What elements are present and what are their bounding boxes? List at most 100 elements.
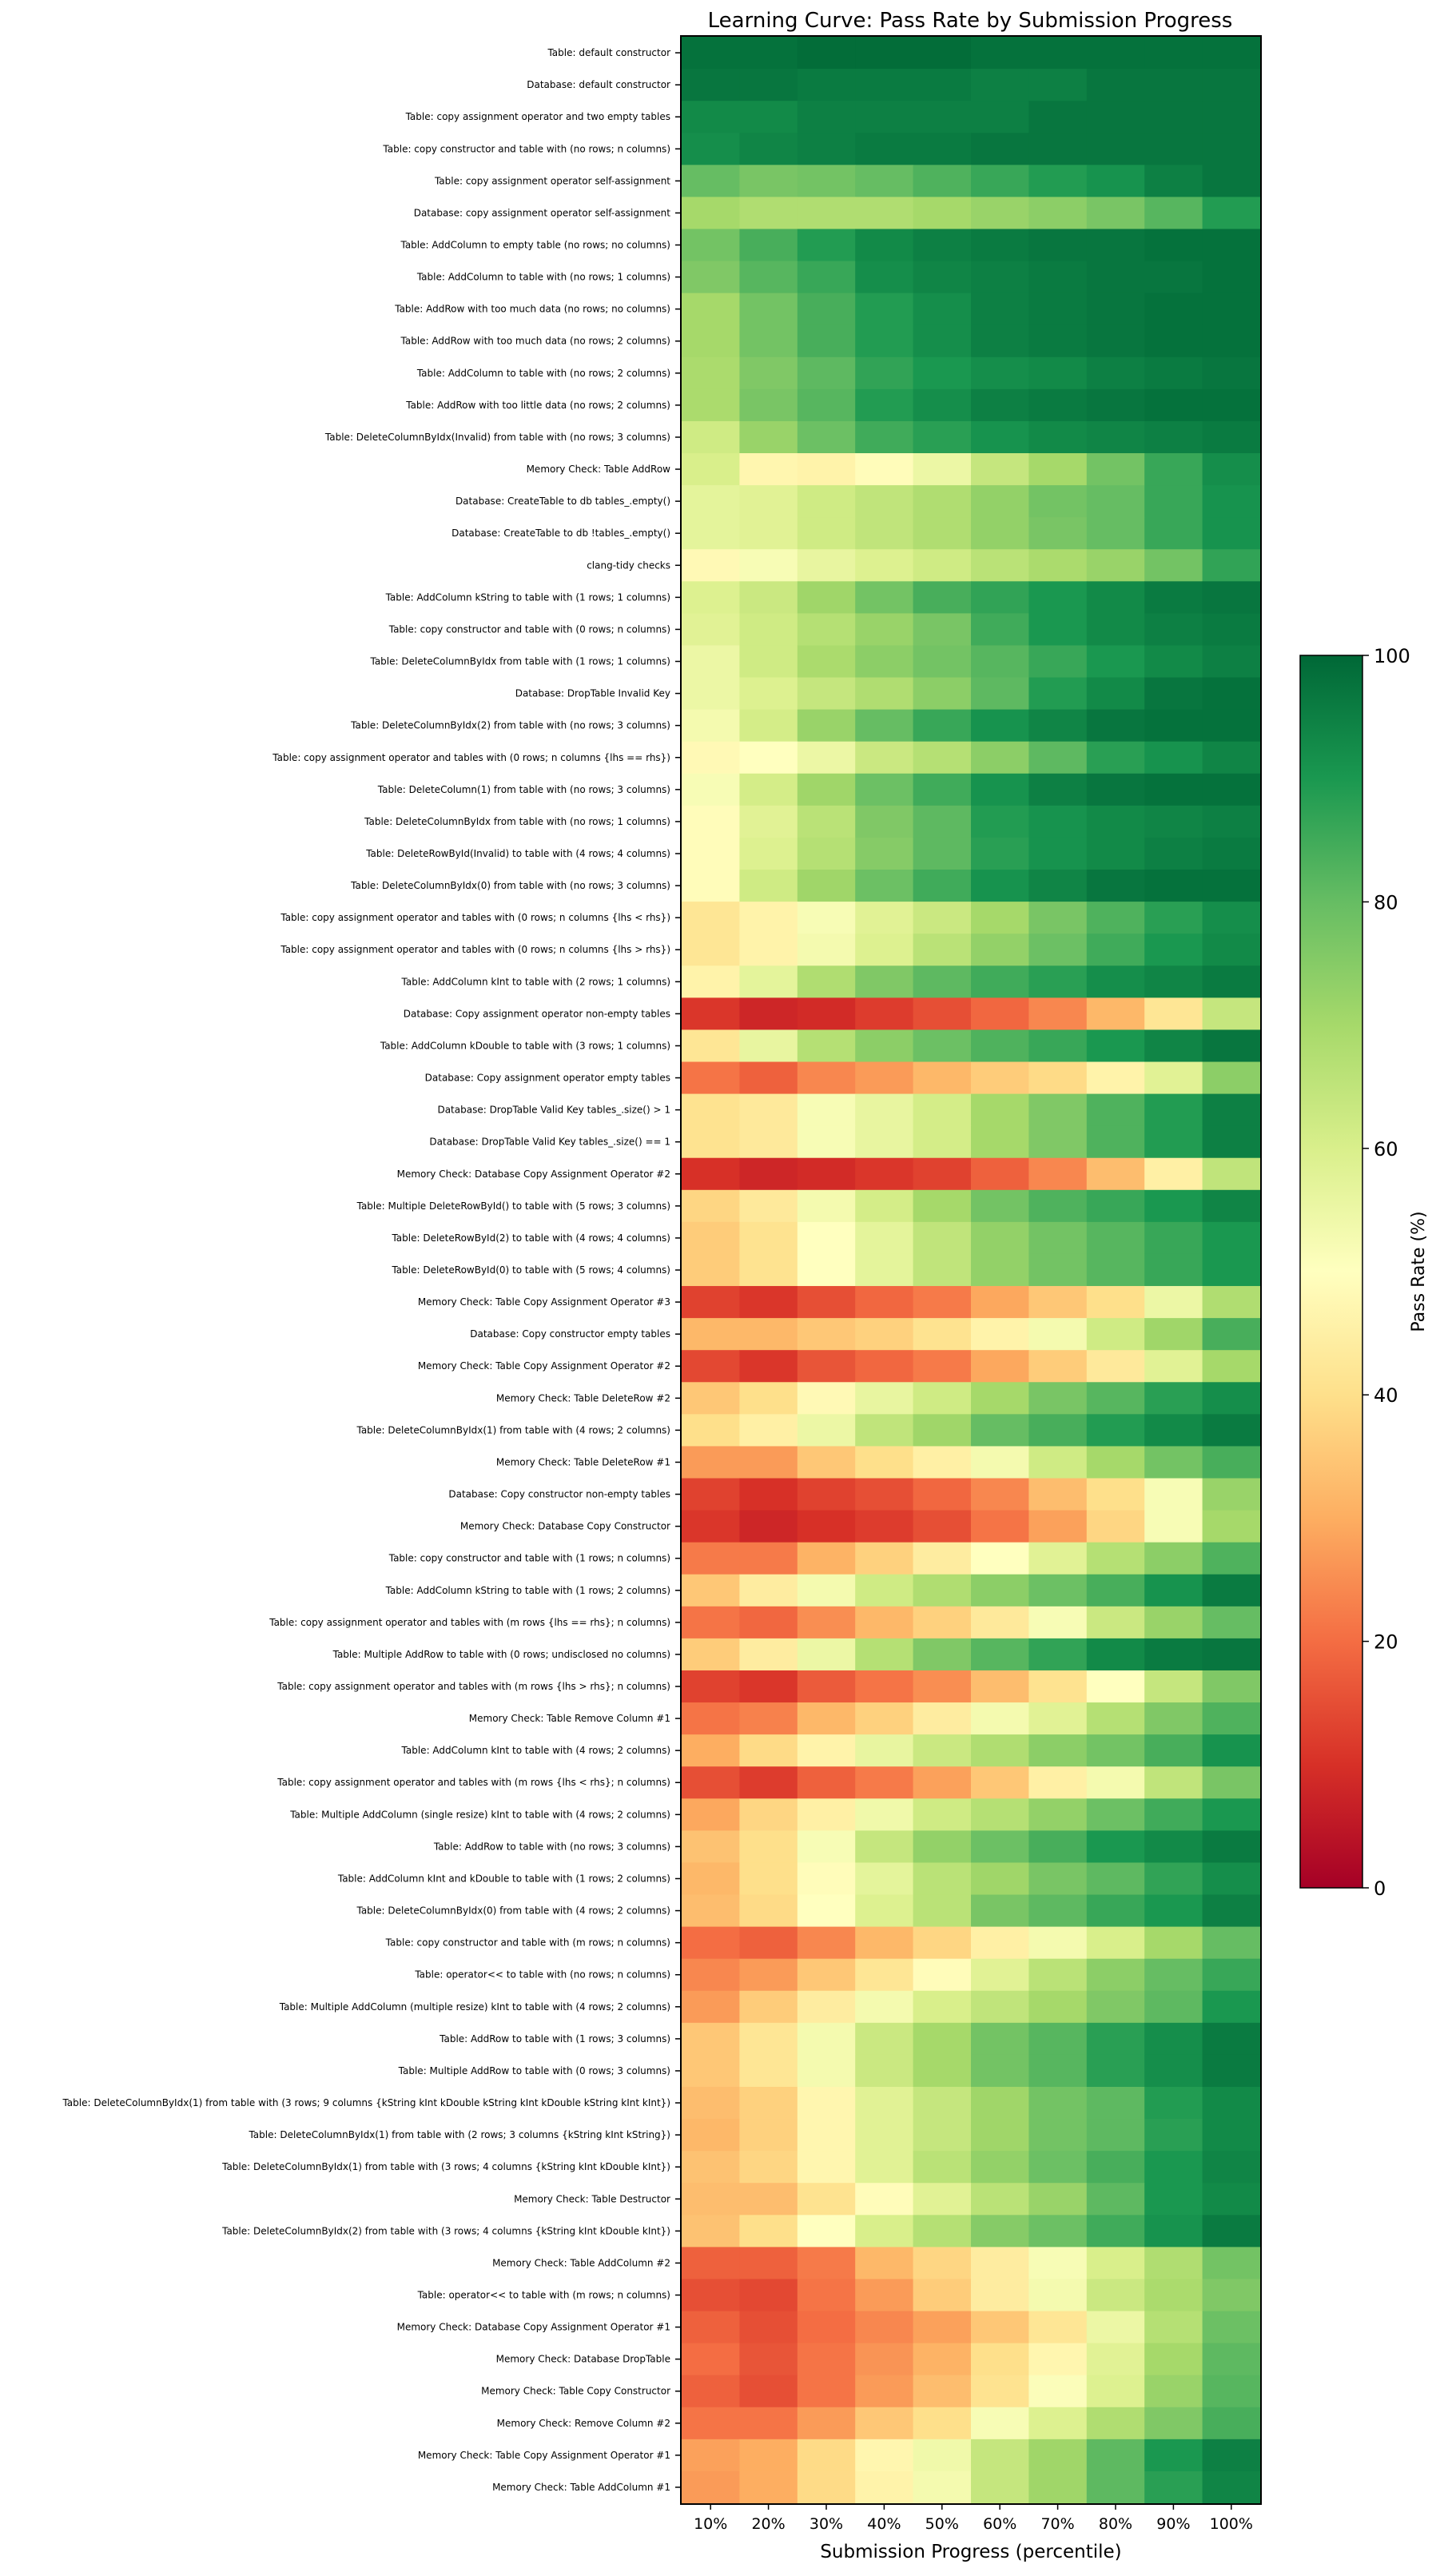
heatmap-cell xyxy=(1202,773,1261,806)
heatmap-cell xyxy=(913,101,972,133)
heatmap-cell xyxy=(1144,2247,1203,2280)
heatmap-cell xyxy=(739,934,798,966)
heatmap-cell xyxy=(913,133,972,165)
heatmap-cell xyxy=(797,69,856,102)
heatmap-cell xyxy=(682,2279,740,2312)
heatmap-cell xyxy=(739,966,798,998)
heatmap-cell xyxy=(971,1606,1029,1639)
heatmap-cell xyxy=(797,2247,856,2280)
heatmap-cell xyxy=(913,324,972,358)
heatmap-cell xyxy=(1144,2375,1203,2408)
heatmap-cell xyxy=(971,420,1029,454)
heatmap-cell xyxy=(797,645,856,679)
colorbar-label: Pass Rate (%) xyxy=(1409,1211,1429,1332)
heatmap-cell xyxy=(971,2086,1029,2120)
heatmap-cell xyxy=(682,420,740,454)
x-axis-label: Submission Progress (percentile) xyxy=(820,2542,1121,2562)
heatmap-cell xyxy=(739,902,798,934)
heatmap-cell xyxy=(1028,2247,1088,2280)
heatmap-cell xyxy=(1086,1253,1145,1287)
heatmap-cell xyxy=(1144,1189,1203,1223)
heatmap-cell xyxy=(913,1830,972,1864)
colorbar: 0 20 40 60 80 100 Pass Rate (%) xyxy=(1299,645,1429,1900)
y-tick-label: Table: AddRow with too much data (no row… xyxy=(400,336,670,347)
heatmap-cell xyxy=(739,69,798,102)
heatmap-cell xyxy=(1144,133,1203,165)
heatmap-cell xyxy=(1028,709,1088,743)
y-tick-label: Table: AddColumn kDouble to table with (… xyxy=(380,1040,670,1051)
heatmap-cell xyxy=(1144,388,1203,422)
heatmap-cell xyxy=(739,197,798,230)
heatmap-cell xyxy=(1086,1702,1145,1735)
heatmap-cell xyxy=(739,2022,798,2056)
heatmap-cell xyxy=(1028,2215,1088,2248)
y-tick-label: Table: copy assignment operator and tabl… xyxy=(280,944,670,955)
y-tick-label: Table: copy assignment operator and two … xyxy=(405,111,670,122)
heatmap-cell xyxy=(1028,1894,1088,1928)
heatmap-cell xyxy=(855,1093,914,1127)
heatmap-cell xyxy=(682,1638,740,1671)
heatmap-cell xyxy=(1086,805,1145,838)
heatmap-cell xyxy=(682,324,740,358)
heatmap-cell xyxy=(739,581,798,615)
heatmap-cell xyxy=(855,1926,914,1960)
heatmap-cell xyxy=(797,1574,856,1607)
heatmap-cell xyxy=(855,1862,914,1896)
heatmap-cell xyxy=(855,69,914,102)
heatmap-cell xyxy=(1086,2119,1145,2152)
heatmap-cell xyxy=(1202,1061,1261,1095)
y-tick-label: Table: Multiple DeleteRowById() to table… xyxy=(356,1200,670,1212)
heatmap-cell xyxy=(855,2247,914,2280)
heatmap-cell xyxy=(1144,1478,1203,1511)
heatmap-cell xyxy=(797,581,856,615)
heatmap-cell xyxy=(913,2375,972,2408)
y-tick-label: Table: AddRow to table with (no rows; 3 … xyxy=(433,1841,670,1852)
heatmap-cell xyxy=(855,1638,914,1671)
heatmap-cell xyxy=(1086,1221,1145,1255)
heatmap-cell xyxy=(1086,1894,1145,1928)
heatmap-cell xyxy=(1086,1798,1145,1831)
heatmap-cell xyxy=(1144,2054,1203,2088)
heatmap-cell xyxy=(739,453,798,486)
heatmap-cell xyxy=(971,1926,1029,1960)
heatmap-cell xyxy=(971,1414,1029,1447)
heatmap-cell xyxy=(971,517,1029,550)
heatmap-cell xyxy=(1202,324,1261,358)
heatmap-cell xyxy=(739,2311,798,2344)
heatmap-cell xyxy=(1144,197,1203,230)
heatmap-cell xyxy=(797,517,856,550)
heatmap-cell xyxy=(913,1766,972,1799)
heatmap-cell xyxy=(797,293,856,326)
heatmap-cell xyxy=(1086,677,1145,711)
heatmap-cell xyxy=(797,2311,856,2344)
heatmap-cell xyxy=(1144,229,1203,262)
heatmap-cell xyxy=(1144,356,1203,390)
heatmap-cell xyxy=(971,1350,1029,1383)
heatmap-cell xyxy=(682,549,740,582)
heatmap-cell xyxy=(855,1446,914,1479)
y-tick-label: Table: AddColumn kString to table with (… xyxy=(385,1585,670,1596)
heatmap-cell xyxy=(1144,934,1203,966)
heatmap-cell xyxy=(1086,1670,1145,1703)
heatmap-cell xyxy=(971,2022,1029,2056)
heatmap-cell xyxy=(739,805,798,838)
heatmap-cell xyxy=(1028,2022,1088,2056)
heatmap-cell xyxy=(1086,1382,1145,1415)
heatmap-cell xyxy=(739,1093,798,1127)
heatmap-cell xyxy=(1202,1157,1261,1191)
heatmap-cell xyxy=(1086,549,1145,582)
heatmap-cell xyxy=(1028,741,1088,774)
y-tick-label: Database: DropTable Valid Key tables_.si… xyxy=(429,1137,670,1148)
y-tick-label: Table: DeleteColumnByIdx(1) from table w… xyxy=(62,2097,670,2108)
heatmap-cell xyxy=(1086,1542,1145,1575)
heatmap-cell xyxy=(1028,1125,1088,1159)
y-tick-label: Table: AddColumn to empty table (no rows… xyxy=(400,240,670,251)
heatmap-cell xyxy=(1086,453,1145,486)
heatmap-cell xyxy=(855,613,914,647)
heatmap-cell xyxy=(971,1318,1029,1351)
heatmap-cell xyxy=(682,2086,740,2120)
heatmap-cell xyxy=(1144,261,1203,294)
heatmap-cell xyxy=(797,1414,856,1447)
x-tick-labels: 10% 20% 30% 40% 50% 60% 70% 80% 90% 100% xyxy=(694,2503,1253,2533)
heatmap-cell xyxy=(1028,2183,1088,2216)
